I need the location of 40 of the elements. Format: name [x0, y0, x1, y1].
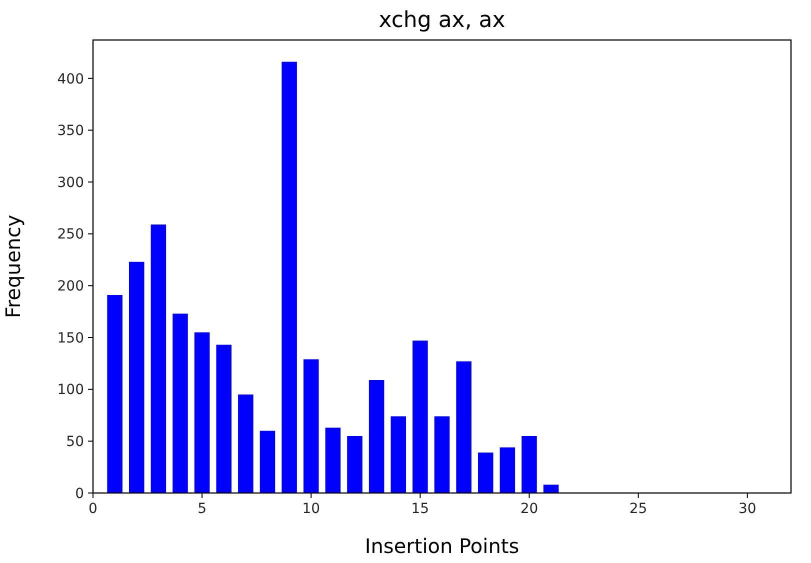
x-tick-label: 10	[302, 501, 320, 517]
bar	[434, 416, 450, 493]
bar	[456, 361, 472, 493]
bar	[150, 224, 166, 493]
y-tick-label: 250	[57, 226, 84, 243]
bar	[282, 62, 297, 493]
bar	[390, 416, 406, 493]
bar	[478, 452, 494, 493]
x-tick-label: 25	[629, 501, 648, 517]
bar	[412, 340, 428, 493]
bar	[107, 295, 122, 493]
bar	[368, 380, 384, 493]
x-axis-title: Insertion Points	[364, 534, 520, 558]
bar	[172, 314, 188, 493]
x-tick-label: 0	[88, 501, 98, 517]
y-tick-label: 50	[66, 434, 84, 450]
y-tick-label: 350	[57, 123, 84, 140]
y-axis-title: Frequency	[1, 214, 25, 318]
y-tick-label: 300	[57, 174, 84, 191]
x-tick-label: 20	[520, 501, 538, 517]
x-tick-label: 5	[198, 501, 207, 517]
bar	[325, 428, 341, 493]
bar	[543, 484, 559, 493]
bar	[522, 436, 537, 493]
y-tick-label: 0	[75, 486, 84, 502]
chart-title: xchg ax, ax	[378, 8, 506, 33]
bar	[128, 262, 144, 493]
bar	[303, 359, 319, 493]
x-tick-label: 15	[411, 501, 430, 517]
y-tick-label: 200	[57, 278, 84, 295]
y-tick-label: 400	[57, 71, 84, 88]
bar	[194, 332, 210, 493]
bar	[260, 430, 276, 493]
y-tick-label: 100	[57, 382, 84, 398]
bar	[500, 447, 516, 493]
bar	[238, 394, 254, 493]
x-tick-label: 30	[738, 501, 756, 517]
y-tick-label: 150	[57, 330, 84, 346]
bar	[347, 436, 362, 493]
bar	[216, 344, 232, 493]
